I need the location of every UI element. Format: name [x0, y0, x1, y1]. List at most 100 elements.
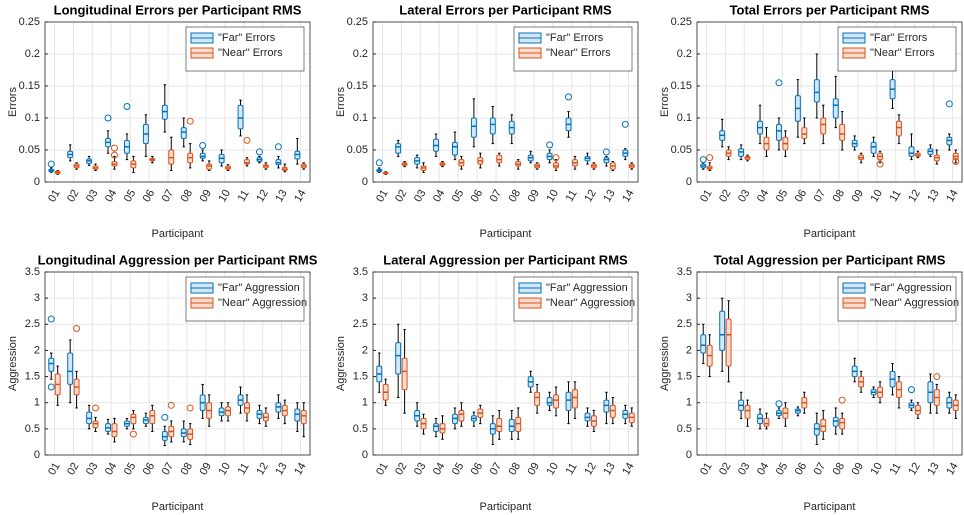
- outlier: [274, 143, 282, 151]
- outlier: [73, 324, 81, 332]
- outlier: [255, 148, 263, 156]
- box: [470, 117, 477, 138]
- x-tick-label: 08: [831, 461, 848, 478]
- outlier: [110, 144, 118, 152]
- x-tick-label: 06: [141, 188, 158, 205]
- chart-title: Longitudinal Aggression per Participant …: [38, 252, 318, 267]
- x-axis-label: Participant: [480, 501, 532, 513]
- x-axis-label: Participant: [480, 228, 532, 240]
- x-tick-label: 09: [526, 188, 543, 205]
- box: [776, 123, 782, 141]
- axes-box: [44, 21, 311, 183]
- x-tick-label: 07: [488, 461, 505, 478]
- y-tick-label: 0: [34, 176, 40, 188]
- x-tick-label: 09: [850, 188, 867, 205]
- x-tick-label: 14: [620, 461, 637, 478]
- x-tick-label: 05: [450, 188, 467, 205]
- box: [553, 394, 559, 409]
- outlier: [565, 93, 573, 101]
- box: [609, 404, 616, 418]
- x-tick-label: 05: [122, 188, 139, 205]
- x-tick-label: 03: [412, 461, 429, 478]
- x-tick-label: 10: [868, 461, 885, 478]
- x-tick-label: 03: [736, 188, 753, 205]
- outlier: [243, 136, 251, 144]
- y-tick-label: 2.5: [353, 318, 368, 330]
- x-tick-label: 02: [717, 188, 734, 205]
- y-axis-label: Errors: [659, 87, 671, 117]
- box: [149, 410, 156, 425]
- box: [813, 79, 820, 103]
- y-tick-label: 3: [34, 292, 40, 304]
- chart-title: Longitudinal Errors per Participant RMS: [54, 2, 302, 17]
- y-tick-label: 0.5: [353, 423, 368, 435]
- outlier: [546, 141, 554, 149]
- axes-box: [372, 21, 639, 183]
- y-tick-label: 2.5: [677, 318, 692, 330]
- axes-box: [44, 271, 311, 456]
- box: [300, 410, 307, 425]
- legend-label: "Far" Aggression: [870, 282, 952, 294]
- x-tick-label: 12: [254, 461, 271, 478]
- box: [744, 404, 751, 419]
- box: [225, 406, 231, 417]
- y-tick-label: 0.05: [19, 144, 40, 156]
- x-tick-label: 08: [179, 461, 196, 478]
- y-tick-label: 3.5: [353, 266, 368, 278]
- box: [161, 430, 168, 441]
- x-tick-label: 02: [393, 188, 410, 205]
- y-tick-label: 3.5: [677, 266, 692, 278]
- outlier: [952, 158, 960, 166]
- box: [111, 423, 118, 438]
- y-tick-label: 1: [362, 397, 368, 409]
- y-tick-label: 0.1: [353, 112, 368, 124]
- box: [130, 413, 137, 425]
- outlier: [129, 430, 137, 438]
- x-tick-label: 13: [601, 461, 618, 478]
- x-axis-label: Participant: [804, 501, 856, 513]
- x-tick-label: 05: [774, 461, 791, 478]
- box: [546, 396, 553, 406]
- x-tick-label: 13: [925, 188, 942, 205]
- box: [603, 399, 610, 413]
- x-tick-label: 01: [46, 188, 63, 205]
- x-tick-label: 04: [103, 188, 120, 205]
- box: [508, 418, 515, 432]
- outlier: [706, 154, 714, 162]
- x-tick-label: 12: [906, 188, 923, 205]
- x-tick-label: 06: [469, 461, 486, 478]
- axes-box: [696, 271, 963, 456]
- x-tick-label: 13: [273, 188, 290, 205]
- y-tick-label: 0: [362, 176, 368, 188]
- y-axis-label: Aggression: [7, 336, 19, 391]
- x-tick-label: 14: [620, 188, 637, 205]
- x-tick-label: 14: [944, 461, 961, 478]
- chart-title: Total Aggression per Participant RMS: [714, 252, 946, 267]
- box: [433, 423, 439, 432]
- outlier: [186, 117, 194, 125]
- y-axis-label: Errors: [335, 87, 347, 117]
- x-tick-label: 03: [84, 461, 101, 478]
- y-tick-label: 0.25: [19, 16, 40, 28]
- chart-title: Total Errors per Participant RMS: [730, 2, 930, 17]
- box: [820, 117, 827, 135]
- chart-title: Lateral Aggression per Participant RMS: [383, 252, 628, 267]
- x-tick-label: 14: [292, 461, 309, 478]
- x-tick-label: 06: [793, 188, 810, 205]
- y-tick-label: 0.05: [671, 144, 692, 156]
- box: [458, 410, 465, 422]
- legend-label: "Near" Errors: [870, 47, 935, 59]
- y-tick-label: 0.05: [347, 144, 368, 156]
- x-tick-label: 12: [906, 461, 923, 478]
- y-tick-label: 0: [362, 449, 368, 461]
- box: [48, 357, 55, 372]
- x-tick-label: 14: [944, 188, 961, 205]
- y-tick-label: 0.25: [671, 16, 692, 28]
- legend-label: "Near" Aggression: [870, 297, 959, 309]
- x-tick-label: 06: [793, 461, 810, 478]
- legend-label: "Far" Errors: [546, 32, 604, 44]
- y-tick-label: 0.15: [19, 80, 40, 92]
- outlier: [104, 114, 112, 122]
- x-tick-label: 11: [564, 188, 580, 204]
